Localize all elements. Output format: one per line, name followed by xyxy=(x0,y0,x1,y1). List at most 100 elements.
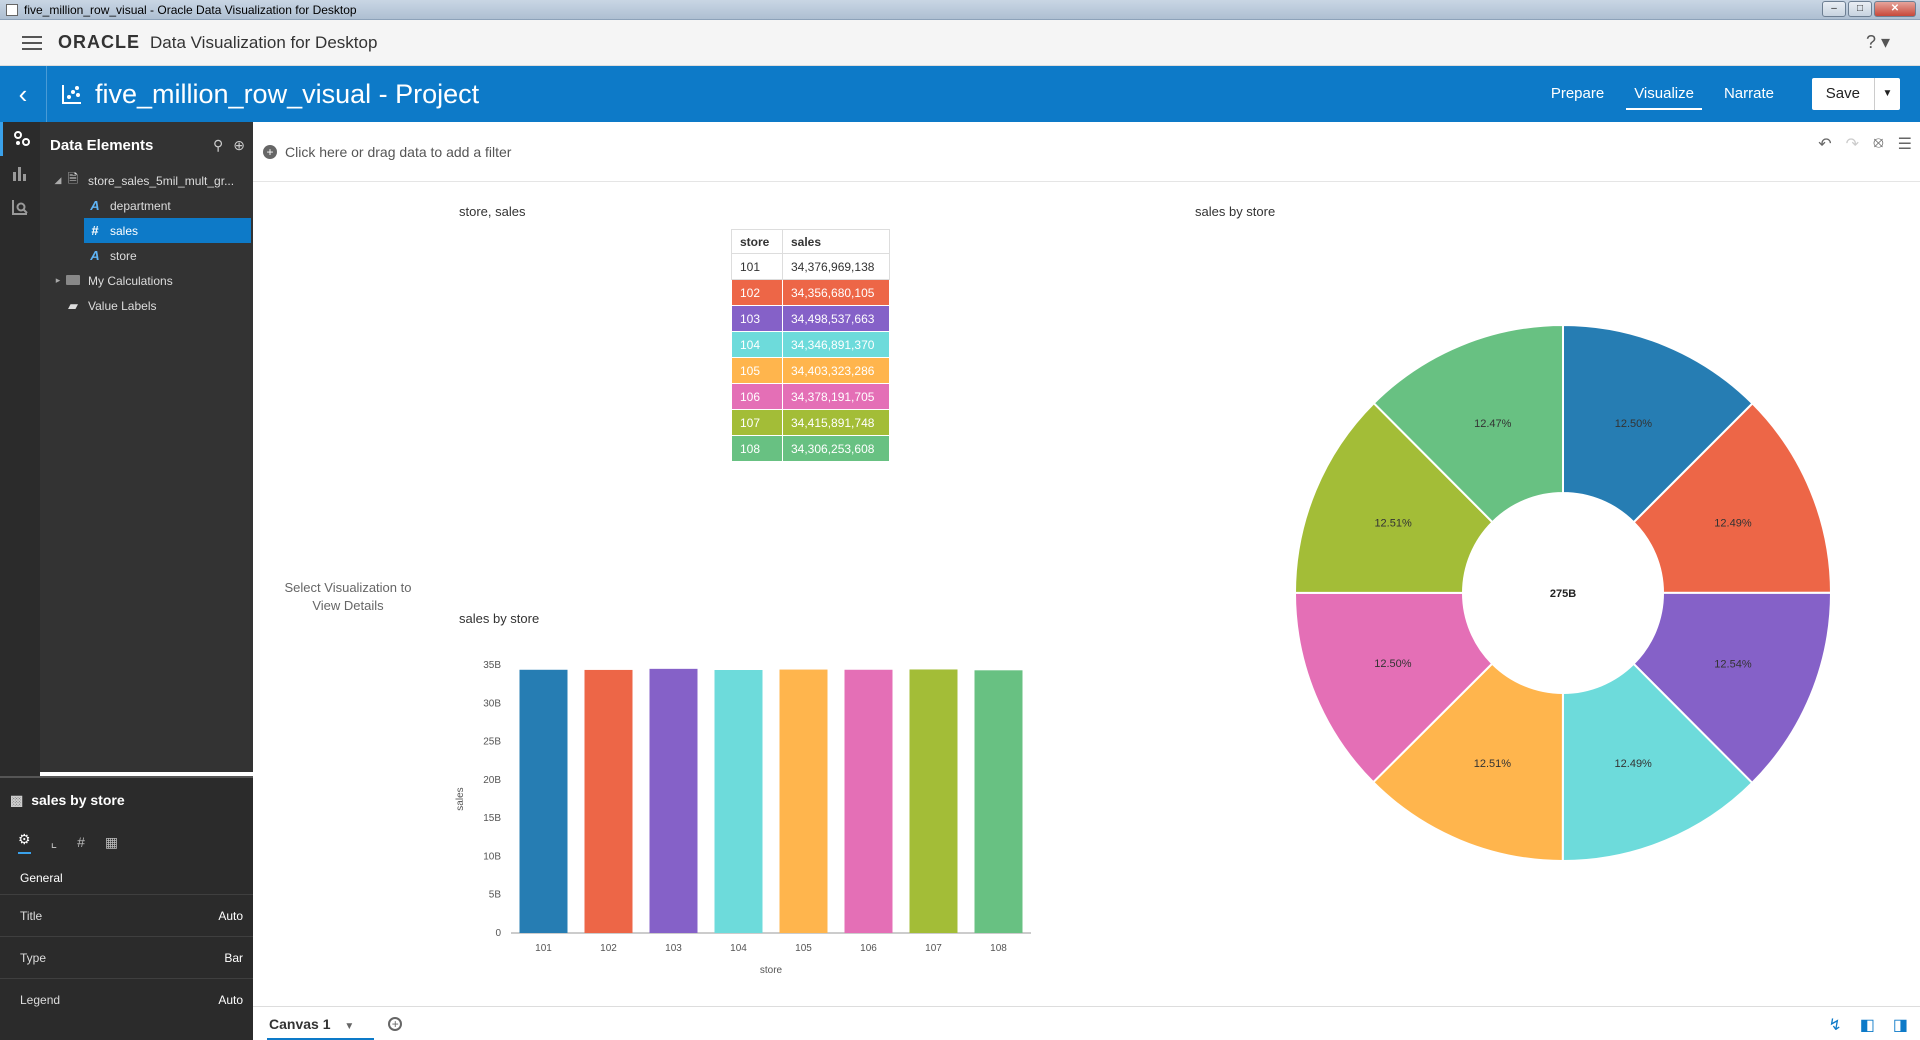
property-type-row[interactable]: Type Bar xyxy=(0,936,253,978)
table-cell-store[interactable]: 106 xyxy=(731,383,783,410)
save-dropdown-button[interactable]: ▼ xyxy=(1874,78,1900,110)
donut-chart[interactable]: 12.50% 12.49% 12.54% 12.49% 12.51% 12.50% 12.5… xyxy=(1273,303,1853,883)
analytics-icon[interactable] xyxy=(0,190,40,224)
dataset-row[interactable]: ◢ 🗎 store_sales_5mil_mult_gr... xyxy=(40,168,253,193)
canvas-tab[interactable]: Canvas 1 ▼ xyxy=(267,1007,375,1040)
table-header-sales[interactable]: sales xyxy=(782,229,890,254)
tab-prepare[interactable]: Prepare xyxy=(1550,85,1605,102)
table-cell-sales[interactable]: 34,378,191,705 xyxy=(782,383,890,410)
table-cell-store[interactable]: 108 xyxy=(731,435,783,462)
data-elements-icon[interactable] xyxy=(0,122,40,156)
close-button[interactable]: ✕ xyxy=(1874,1,1916,17)
bar[interactable] xyxy=(779,669,828,933)
table-cell-store[interactable]: 104 xyxy=(731,331,783,358)
property-value[interactable]: Auto xyxy=(218,992,243,1007)
slice-label: 12.49% xyxy=(1714,517,1752,529)
share-icon[interactable]: ⦻ xyxy=(1873,134,1884,151)
table-cell-store[interactable]: 107 xyxy=(731,409,783,436)
table-row[interactable]: 103 34,498,537,663 xyxy=(731,305,890,332)
table-row[interactable]: 101 34,376,969,138 xyxy=(731,253,890,280)
value-labels-row[interactable]: ▰ Value Labels xyxy=(40,293,253,318)
pie-slice[interactable] xyxy=(1371,662,1564,863)
maximize-button[interactable]: □ xyxy=(1848,1,1872,17)
right-panel-toggle-icon[interactable]: ◨ xyxy=(1892,1017,1908,1034)
table-cell-store[interactable]: 105 xyxy=(731,357,783,384)
filter-placeholder[interactable]: Click here or drag data to add a filter xyxy=(285,143,512,160)
pie-slice[interactable] xyxy=(1561,662,1754,863)
pie-slice[interactable] xyxy=(1372,323,1564,524)
table-row[interactable]: 104 34,346,891,370 xyxy=(731,331,890,358)
back-button[interactable]: ‹ xyxy=(18,79,28,109)
redo-icon[interactable]: ↷ xyxy=(1845,136,1860,153)
bar[interactable] xyxy=(649,668,698,933)
table-cell-sales[interactable]: 34,403,323,286 xyxy=(782,357,890,384)
table-cell-sales[interactable]: 34,498,537,663 xyxy=(782,305,890,332)
pie-slice[interactable] xyxy=(1632,402,1833,594)
menu-icon[interactable]: ☰ xyxy=(1897,136,1912,153)
column-row-sales[interactable]: # sales xyxy=(84,218,251,243)
table-cell-sales[interactable]: 34,376,969,138 xyxy=(782,253,890,280)
sales-table[interactable]: store sales 101 34,376,969,138 102 34,356,6… xyxy=(731,229,890,462)
table-cell-store[interactable]: 103 xyxy=(731,305,783,332)
pie-chart-title[interactable]: sales by store xyxy=(1195,204,1276,219)
table-cell-sales[interactable]: 34,346,891,370 xyxy=(782,331,890,358)
add-filter-icon[interactable]: + xyxy=(263,144,277,159)
add-canvas-icon[interactable]: + xyxy=(388,1016,403,1031)
x-tick-label: 108 xyxy=(990,943,1007,954)
property-legend-row[interactable]: Legend Auto xyxy=(0,978,253,1020)
visualizations-icon[interactable] xyxy=(0,156,40,190)
table-row[interactable]: 107 34,415,891,748 xyxy=(731,409,890,436)
table-cell-sales[interactable]: 34,356,680,105 xyxy=(782,279,890,306)
property-title-row[interactable]: Title Auto xyxy=(0,894,253,936)
number-format-icon[interactable]: # xyxy=(77,834,85,850)
left-panel-toggle-icon[interactable]: ◧ xyxy=(1859,1017,1875,1034)
add-filter[interactable]: + Click here or drag data to add a filte… xyxy=(263,144,511,160)
analytics-tab-icon[interactable]: ▦ xyxy=(104,833,119,850)
minimize-button[interactable]: – xyxy=(1822,1,1846,17)
add-data-icon[interactable]: ⊕ xyxy=(233,136,245,153)
bar[interactable] xyxy=(974,670,1023,933)
pie-slice[interactable] xyxy=(1294,591,1494,784)
table-row[interactable]: 106 34,378,191,705 xyxy=(731,383,890,410)
pie-slice[interactable] xyxy=(1632,591,1833,785)
table-cell-sales[interactable]: 34,415,891,748 xyxy=(782,409,890,436)
canvas: Select Visualization to View Details sto… xyxy=(253,183,1920,1006)
property-value[interactable]: Bar xyxy=(224,950,243,965)
hamburger-menu-icon[interactable] xyxy=(22,35,42,50)
y-tick-label: 0 xyxy=(495,928,501,939)
bar-chart[interactable]: 0 5B 10B 15B 20B 25B 30B 35B 101 102 103 104 105 106 1… xyxy=(449,653,1049,993)
table-title[interactable]: store, sales xyxy=(459,204,526,219)
bar[interactable] xyxy=(909,669,958,933)
table-cell-store[interactable]: 101 xyxy=(731,253,783,280)
help-icon[interactable]: ? ▾ xyxy=(1865,32,1890,52)
bar[interactable] xyxy=(844,669,893,933)
table-row[interactable]: 102 34,356,680,105 xyxy=(731,279,890,306)
table-row[interactable]: 108 34,306,253,608 xyxy=(731,435,890,462)
pie-slice[interactable] xyxy=(1293,401,1494,594)
pie-slice[interactable] xyxy=(1562,323,1754,524)
bar[interactable] xyxy=(714,670,763,933)
save-button[interactable]: Save xyxy=(1811,78,1874,110)
property-value[interactable]: Auto xyxy=(218,908,243,923)
bar-chart-title[interactable]: sales by store xyxy=(459,611,540,626)
expand-triangle-icon[interactable]: ▸ xyxy=(55,275,61,285)
tab-visualize[interactable]: Visualize xyxy=(1622,66,1706,122)
undo-icon[interactable]: ↶ xyxy=(1818,136,1832,153)
column-row-department[interactable]: A department xyxy=(40,193,253,218)
chevron-down-icon[interactable]: ▼ xyxy=(344,1020,355,1032)
auto-apply-icon[interactable]: ↯ xyxy=(1828,1017,1842,1034)
general-settings-icon[interactable]: ⚙ xyxy=(18,831,31,854)
search-icon[interactable]: ⚲ xyxy=(213,136,224,153)
tab-narrate[interactable]: Narrate xyxy=(1723,85,1774,102)
table-row[interactable]: 105 34,403,323,286 xyxy=(731,357,890,384)
table-cell-sales[interactable]: 34,306,253,608 xyxy=(782,435,890,462)
column-row-store[interactable]: A store xyxy=(40,243,253,268)
axis-icon[interactable]: ⌞ xyxy=(50,833,58,850)
bar[interactable] xyxy=(519,669,568,933)
text-attribute-icon: A xyxy=(90,248,100,263)
collapse-triangle-icon[interactable]: ◢ xyxy=(54,175,62,185)
table-cell-store[interactable]: 102 xyxy=(731,279,783,306)
table-header-store[interactable]: store xyxy=(731,229,783,254)
bar[interactable] xyxy=(584,669,633,933)
my-calculations-row[interactable]: ▸ My Calculations xyxy=(40,268,253,293)
